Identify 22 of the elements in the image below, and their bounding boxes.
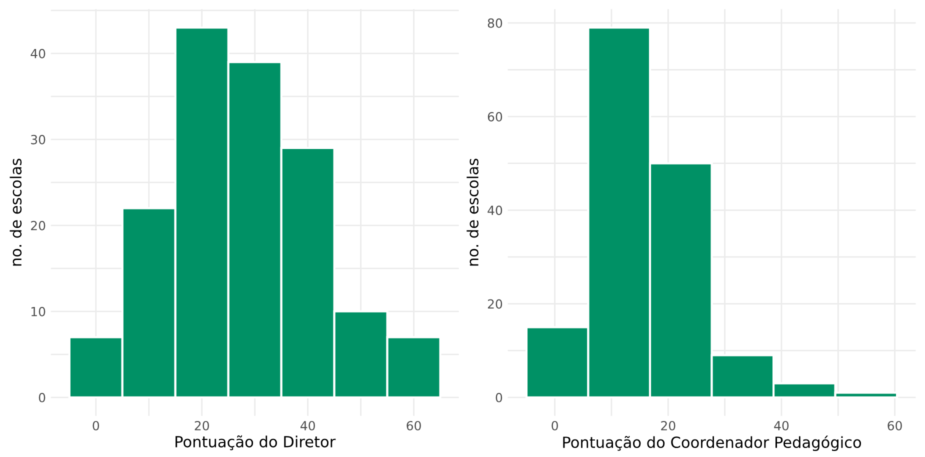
x-tick-label: 0	[552, 420, 558, 430]
x-tick-label: 20	[661, 420, 676, 430]
y-axis-title: no. de escolas	[466, 158, 479, 266]
x-axis-title: Pontuação do Coordenador Pedagógico	[563, 436, 861, 452]
y-tick-label: 40	[488, 206, 502, 216]
y-tick-label: 80	[488, 18, 502, 28]
y-tick-label: 30	[31, 134, 46, 144]
y-tick-label: 0	[496, 392, 502, 402]
x-tick-label: 60	[888, 420, 902, 430]
x-tick-label: 0	[92, 420, 100, 430]
y-tick-label: 20	[31, 220, 46, 230]
x-tick-label: 40	[300, 420, 315, 430]
y-tick-label: 0	[38, 392, 46, 402]
x-tick-label: 60	[406, 420, 421, 430]
y-tick-label: 10	[31, 306, 46, 316]
y-tick-label: 60	[488, 112, 502, 122]
x-axis-title: Pontuação do Diretor	[176, 435, 336, 450]
y-tick-label: 40	[30, 48, 46, 58]
y-tick-label: 20	[488, 299, 502, 309]
x-tick-label: 20	[194, 420, 209, 430]
x-tick-label: 40	[774, 420, 789, 430]
y-axis-title: no. de escolas	[10, 158, 22, 266]
